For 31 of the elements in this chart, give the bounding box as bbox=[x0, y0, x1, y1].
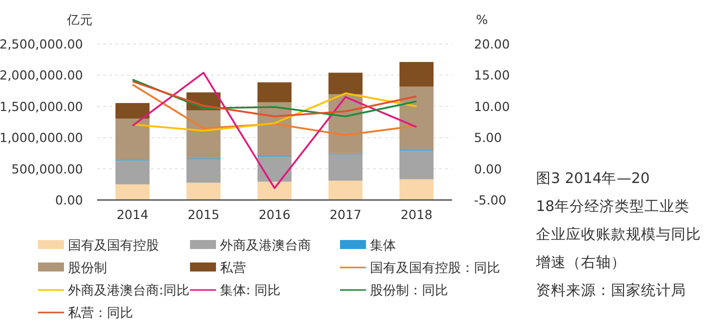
y-tick-label: 2,500,000.00 bbox=[0, 36, 84, 52]
legend-label: 私营：同比 bbox=[68, 306, 133, 321]
text: 图3 2014年—2018年分经济类型工业类企业应收账款规模与同比增速（右轴） bbox=[535, 170, 701, 271]
y2-tick-label: 10.00 bbox=[474, 98, 510, 114]
x-tick-label: 2017 bbox=[330, 207, 362, 222]
legend-label: 国有及国有控股：同比 bbox=[370, 261, 500, 276]
y2-axis-title: % bbox=[476, 12, 488, 27]
x-tick-label: 2015 bbox=[188, 207, 220, 222]
legend-label: 私营 bbox=[220, 261, 246, 276]
text: 资料来源：国家统计局 bbox=[536, 282, 686, 299]
y-tick-label: 500,000.00 bbox=[11, 161, 84, 176]
y-axis-title: 亿元 bbox=[66, 12, 93, 27]
y2-tick-label: 20.00 bbox=[474, 36, 510, 52]
legend-label: 外商及港澳台商:同比 bbox=[68, 284, 190, 298]
y-tick-label: 1,000,000.00 bbox=[0, 130, 84, 146]
y2-tick-label: 15.00 bbox=[474, 68, 510, 83]
y2-tick-label: 0.00 bbox=[474, 161, 502, 176]
legend-label: 国有及国有控股 bbox=[68, 238, 159, 254]
x-tick-label: 2016 bbox=[258, 207, 290, 222]
legend-label: 股份制：同比 bbox=[370, 284, 448, 298]
legend-label: 外商及港澳台商 bbox=[220, 238, 311, 254]
y-tick-label: 0.00 bbox=[55, 192, 84, 208]
legend-label: 集体 bbox=[370, 238, 396, 254]
y2-tick-label: -5.00 bbox=[474, 192, 506, 208]
y-tick-label: 2,000,000.00 bbox=[0, 68, 84, 83]
legend-label: 集体: 同比 bbox=[220, 284, 281, 298]
x-tick-label: 2014 bbox=[116, 207, 148, 222]
y2-tick-label: 5.00 bbox=[474, 130, 502, 146]
x-tick-label: 2018 bbox=[400, 207, 432, 222]
legend-label: 股份制 bbox=[68, 261, 107, 276]
y-tick-label: 1,500,000.00 bbox=[0, 98, 84, 114]
